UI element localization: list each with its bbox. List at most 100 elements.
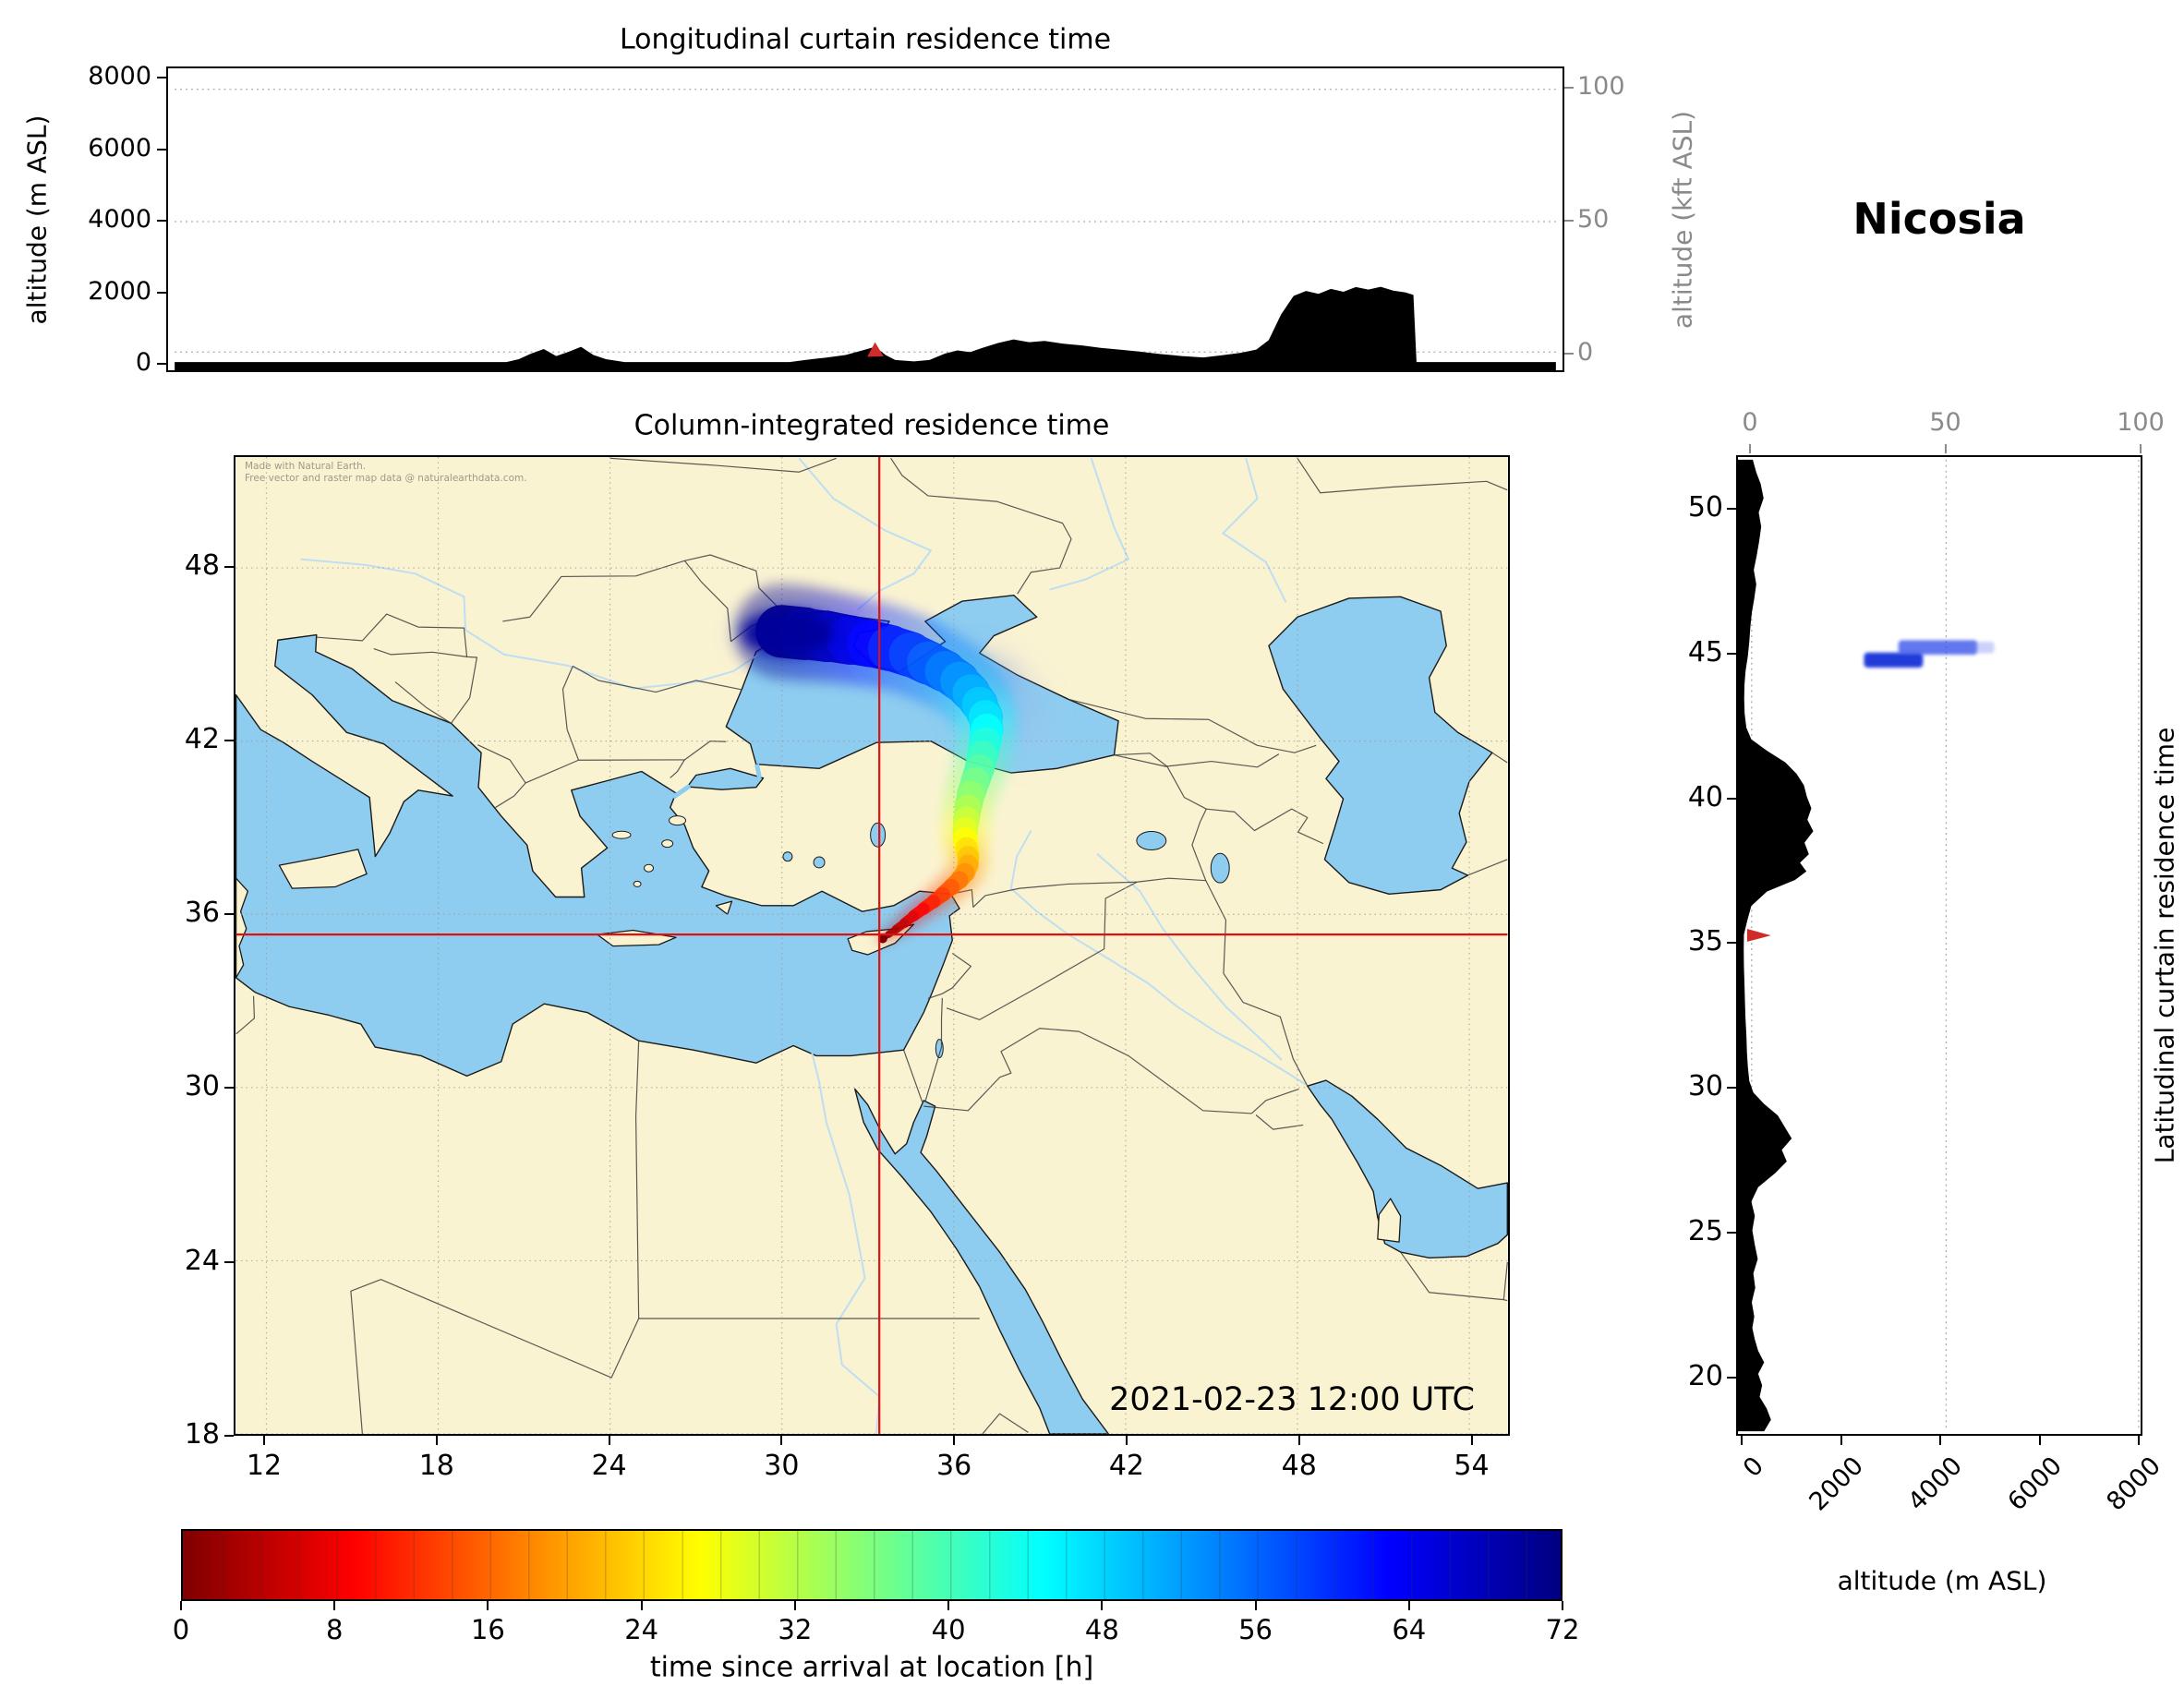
tick-mark bbox=[435, 1436, 438, 1445]
colorbar-tick-label: 24 bbox=[624, 1614, 659, 1645]
map-xtick-label: 48 bbox=[1281, 1450, 1317, 1482]
tick-mark bbox=[1749, 444, 1751, 453]
top-ytick-label: 2000 bbox=[88, 276, 151, 306]
colorbar-tick-label: 48 bbox=[1084, 1614, 1119, 1645]
top-ytick-label: 0 bbox=[135, 348, 151, 377]
right-xtick-label: 2000 bbox=[1803, 1451, 1869, 1517]
right-xtick-label: 0 bbox=[1737, 1451, 1769, 1484]
map-xtick-label: 18 bbox=[418, 1450, 454, 1482]
tick-mark bbox=[1407, 1601, 1410, 1610]
right-panel-ylabel: Latitudinal curtain residence time bbox=[2149, 727, 2180, 1164]
tick-mark bbox=[224, 1087, 234, 1090]
map-ytick-label: 36 bbox=[184, 897, 220, 930]
tick-mark bbox=[224, 739, 234, 741]
top-kft-tick-label: 100 bbox=[1577, 72, 1625, 101]
tick-mark bbox=[262, 1436, 265, 1445]
right-panel-xlabel: altitude (m ASL) bbox=[1837, 1565, 2047, 1596]
colorbar-tick-label: 8 bbox=[325, 1614, 344, 1645]
station-title: Nicosia bbox=[1852, 194, 2026, 244]
colorbar-tick-label: 72 bbox=[1545, 1614, 1580, 1645]
tick-mark bbox=[780, 1436, 783, 1445]
right-ytick-label: 20 bbox=[1687, 1360, 1723, 1393]
right-ytick-label: 40 bbox=[1687, 780, 1723, 813]
tick-mark bbox=[1564, 353, 1574, 355]
top-kft-tick-label: 50 bbox=[1577, 205, 1610, 234]
map-xtick-label: 36 bbox=[936, 1450, 972, 1482]
tick-mark bbox=[1727, 1232, 1736, 1234]
tick-mark bbox=[1840, 1436, 1842, 1445]
tick-mark bbox=[1125, 1436, 1128, 1445]
altitude-kft-axis-label: altitude (kft ASL) bbox=[1667, 110, 1698, 330]
map-panel bbox=[234, 455, 1510, 1436]
tick-mark bbox=[224, 565, 234, 568]
tick-mark bbox=[640, 1601, 643, 1610]
tick-mark bbox=[953, 1436, 956, 1445]
tick-mark bbox=[947, 1601, 950, 1610]
right-ytick-label: 50 bbox=[1687, 490, 1723, 524]
tick-mark bbox=[608, 1436, 610, 1445]
tick-mark bbox=[1741, 1436, 1743, 1445]
tick-mark bbox=[793, 1601, 796, 1610]
colorbar-tick-label: 64 bbox=[1392, 1614, 1427, 1645]
top-kft-tick-label: 0 bbox=[1577, 338, 1594, 367]
tick-mark bbox=[180, 1601, 182, 1610]
tick-mark bbox=[1944, 444, 1947, 453]
tick-mark bbox=[224, 1435, 234, 1437]
map-xtick-label: 30 bbox=[764, 1450, 800, 1482]
top-ytick-label: 8000 bbox=[88, 62, 151, 90]
tick-mark bbox=[157, 220, 166, 222]
right-kft-tick-label: 0 bbox=[1742, 408, 1758, 437]
right-ytick-label: 30 bbox=[1687, 1070, 1723, 1103]
tick-mark bbox=[2038, 1436, 2041, 1445]
map-title: Column-integrated residence time bbox=[633, 409, 1110, 442]
colorbar-tick-label: 0 bbox=[172, 1614, 190, 1645]
map-ytick-label: 30 bbox=[184, 1070, 220, 1103]
colorbar-tick-label: 40 bbox=[931, 1614, 966, 1645]
map-ytick-label: 42 bbox=[184, 722, 220, 755]
tick-mark bbox=[1939, 1436, 1941, 1445]
map-xtick-label: 24 bbox=[591, 1450, 627, 1482]
tick-mark bbox=[1297, 1436, 1300, 1445]
latitudinal-curtain-panel bbox=[1736, 455, 2142, 1436]
colorbar bbox=[181, 1529, 1563, 1601]
tick-mark bbox=[1727, 652, 1736, 655]
tick-mark bbox=[1727, 942, 1736, 945]
tick-mark bbox=[157, 363, 166, 365]
right-kft-tick-label: 100 bbox=[2117, 408, 2165, 437]
attribution-line-2: Free vector and raster map data @ natura… bbox=[245, 473, 527, 484]
right-ytick-label: 45 bbox=[1687, 635, 1723, 668]
tick-mark bbox=[157, 291, 166, 294]
tick-mark bbox=[1562, 1601, 1563, 1610]
tick-mark bbox=[224, 913, 234, 916]
right-xtick-label: 6000 bbox=[2001, 1451, 2068, 1517]
colorbar-label: time since arrival at location [h] bbox=[649, 1651, 1094, 1684]
tick-mark bbox=[224, 1260, 234, 1263]
tick-mark bbox=[1727, 797, 1736, 800]
right-kft-tick-label: 50 bbox=[1929, 408, 1961, 437]
map-xtick-label: 12 bbox=[246, 1450, 283, 1482]
tick-mark bbox=[157, 77, 166, 78]
tick-mark bbox=[157, 148, 166, 151]
colorbar-level-separators bbox=[183, 1531, 1561, 1599]
colorbar-tick-label: 56 bbox=[1238, 1614, 1273, 1645]
map-xtick-label: 42 bbox=[1108, 1450, 1145, 1482]
right-xtick-label: 8000 bbox=[2101, 1451, 2166, 1517]
tick-mark bbox=[1101, 1601, 1104, 1610]
tick-mark bbox=[1470, 1436, 1473, 1445]
top-ytick-label: 6000 bbox=[88, 133, 151, 163]
right-ytick-label: 35 bbox=[1687, 925, 1723, 958]
right-xtick-label: 4000 bbox=[1902, 1451, 1968, 1517]
right-ytick-label: 25 bbox=[1687, 1215, 1723, 1248]
attribution-line-1: Made with Natural Earth. bbox=[245, 461, 367, 472]
colorbar-tick-label: 32 bbox=[778, 1614, 813, 1645]
colorbar-tick-label: 16 bbox=[470, 1614, 505, 1645]
top-panel-title: Longitudinal curtain residence time bbox=[619, 23, 1112, 56]
tick-mark bbox=[487, 1601, 489, 1610]
map-ytick-label: 18 bbox=[184, 1418, 220, 1451]
tick-mark bbox=[333, 1601, 336, 1610]
colorbar-gradient bbox=[183, 1531, 1561, 1599]
tick-mark bbox=[1727, 1087, 1736, 1090]
tick-mark bbox=[2140, 444, 2142, 453]
map-xtick-label: 54 bbox=[1454, 1450, 1490, 1482]
